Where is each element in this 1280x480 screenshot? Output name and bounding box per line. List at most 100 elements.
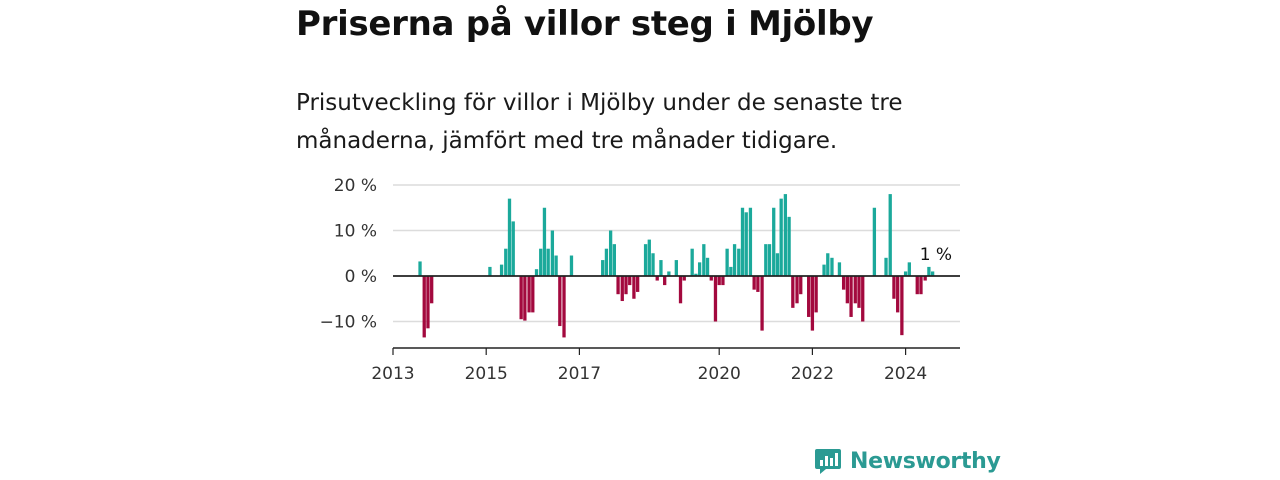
x-tick-label: 2013 bbox=[371, 364, 414, 384]
bar bbox=[601, 260, 605, 276]
bar bbox=[849, 276, 853, 317]
bar bbox=[845, 276, 849, 304]
bar bbox=[783, 194, 788, 276]
bar bbox=[764, 244, 768, 276]
x-tick-label: 2024 bbox=[884, 364, 927, 384]
bar bbox=[542, 207, 547, 276]
bar bbox=[822, 264, 826, 276]
bar bbox=[422, 276, 426, 338]
bar bbox=[620, 276, 624, 302]
bar bbox=[729, 266, 733, 276]
bar bbox=[927, 266, 931, 276]
bar bbox=[667, 271, 671, 276]
bar bbox=[659, 260, 663, 276]
bar bbox=[632, 276, 636, 299]
bar bbox=[791, 276, 795, 308]
bar bbox=[725, 248, 729, 276]
bar bbox=[713, 276, 718, 322]
chart-subtitle: Prisutveckling för villor i Mjölby under… bbox=[296, 90, 903, 154]
bar bbox=[682, 276, 686, 281]
bar bbox=[740, 207, 745, 276]
bar bbox=[702, 244, 706, 276]
bar bbox=[643, 244, 648, 276]
bar bbox=[558, 276, 562, 327]
bar bbox=[756, 276, 760, 292]
bar bbox=[697, 262, 702, 276]
bar bbox=[775, 253, 780, 276]
bar bbox=[534, 269, 539, 276]
bar bbox=[488, 266, 492, 276]
bar bbox=[550, 230, 555, 276]
bar bbox=[837, 262, 842, 276]
y-tick-label: 0 % bbox=[345, 267, 377, 287]
bar bbox=[900, 276, 904, 336]
bar bbox=[826, 253, 830, 276]
bar bbox=[690, 248, 694, 276]
bar bbox=[705, 257, 710, 276]
bar bbox=[569, 255, 574, 276]
bar bbox=[814, 276, 818, 313]
bar bbox=[841, 276, 846, 290]
x-tick-label: 2015 bbox=[465, 364, 508, 384]
bar bbox=[772, 207, 776, 276]
bar bbox=[612, 244, 616, 276]
y-tick-label: −10 % bbox=[320, 313, 377, 333]
bar bbox=[779, 198, 783, 276]
bar bbox=[892, 276, 896, 299]
bar bbox=[896, 276, 900, 313]
bar bbox=[504, 248, 508, 276]
bar bbox=[888, 194, 892, 276]
bar bbox=[795, 276, 799, 304]
bar bbox=[655, 276, 659, 281]
bar bbox=[523, 276, 527, 321]
newsworthy-logo-icon bbox=[815, 449, 841, 474]
bar bbox=[732, 244, 737, 276]
bar bbox=[519, 276, 523, 320]
bar bbox=[872, 207, 877, 276]
bar bbox=[807, 276, 811, 317]
bar bbox=[554, 255, 558, 276]
bar bbox=[608, 230, 613, 276]
bar bbox=[721, 276, 725, 286]
bar bbox=[752, 276, 756, 290]
bar bbox=[930, 271, 935, 276]
x-tick-label: 2017 bbox=[558, 364, 601, 384]
bar bbox=[539, 248, 543, 276]
newsworthy-logo[interactable]: Newsworthy bbox=[814, 444, 1001, 478]
bar bbox=[527, 276, 531, 313]
bar bbox=[919, 276, 923, 295]
bar bbox=[604, 248, 609, 276]
bar bbox=[628, 276, 632, 286]
bar bbox=[499, 264, 504, 276]
bar bbox=[636, 276, 640, 292]
bar bbox=[674, 260, 678, 276]
bar bbox=[907, 262, 911, 276]
chart-title: Priserna på villor steg i Mjölby bbox=[296, 4, 874, 44]
bar bbox=[737, 248, 741, 276]
gridlines bbox=[393, 184, 960, 323]
bar bbox=[861, 276, 865, 322]
bar bbox=[694, 273, 698, 276]
bar bbox=[678, 276, 683, 304]
bar bbox=[787, 216, 791, 276]
bar bbox=[717, 276, 721, 286]
newsworthy-wordmark: Newsworthy bbox=[850, 448, 1001, 474]
bar bbox=[507, 198, 512, 276]
bars bbox=[418, 194, 935, 338]
y-tick-label: 10 % bbox=[334, 222, 377, 242]
bar bbox=[531, 276, 535, 313]
bar bbox=[903, 271, 908, 276]
bar bbox=[923, 276, 927, 281]
bar bbox=[767, 244, 772, 276]
bar bbox=[830, 257, 834, 276]
bar bbox=[799, 276, 803, 295]
bar-chart: 20 % 10 % 0 % −10 % 2013 2015 2017 2020 2022 2024… bbox=[320, 176, 960, 384]
axes bbox=[392, 275, 960, 355]
bar bbox=[647, 239, 651, 276]
bar bbox=[709, 276, 713, 281]
bar bbox=[651, 253, 655, 276]
bar bbox=[810, 276, 815, 331]
bar bbox=[663, 276, 667, 286]
bar bbox=[511, 221, 515, 276]
bar bbox=[616, 276, 620, 295]
